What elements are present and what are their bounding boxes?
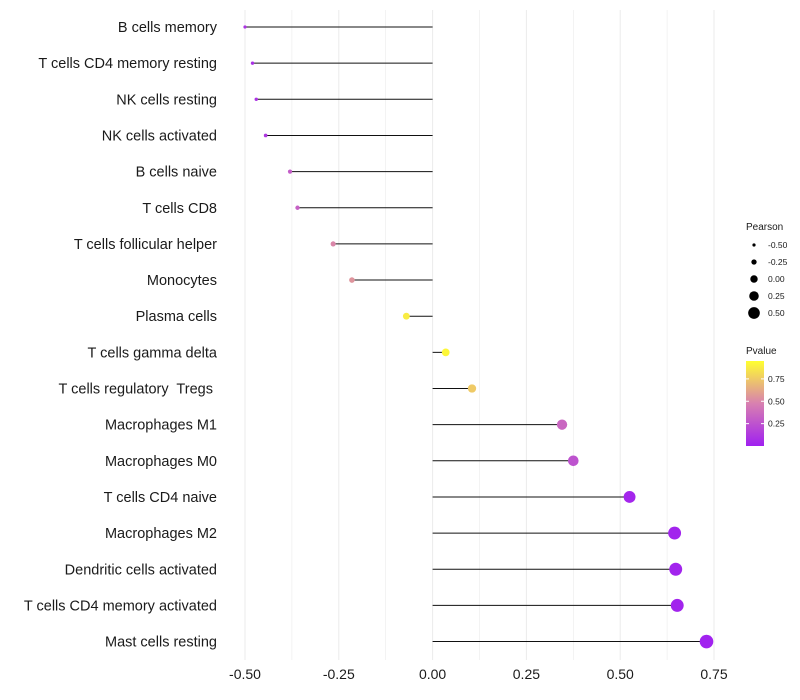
lollipop-point	[295, 205, 300, 210]
segment-layer	[245, 26, 707, 643]
category-label: Mast cells resting	[105, 635, 217, 651]
category-label: T cells CD8	[142, 201, 217, 217]
lollipop-point	[556, 419, 568, 430]
x-axis-ticks: -0.50 -0.25 0.00 0.25 0.50 0.75	[229, 666, 728, 682]
category-label: Macrophages M0	[105, 454, 217, 470]
lollipop-point	[669, 562, 683, 576]
lollipop-point	[287, 169, 293, 174]
color-legend-title: Pvalue	[746, 346, 777, 357]
lollipop-point	[568, 455, 579, 467]
size-legend-label: 0.00	[768, 274, 785, 284]
category-label: Macrophages M2	[105, 526, 217, 542]
category-label: T cells CD4 memory activated	[24, 598, 217, 614]
category-label: T cells CD4 naive	[104, 490, 217, 506]
category-labels: B cells memory T cells CD4 memory resting…	[24, 20, 218, 651]
lollipop-point	[670, 598, 684, 612]
size-legend-label: -0.50	[768, 240, 788, 250]
lollipop-point	[467, 384, 477, 393]
category-label: Plasma cells	[136, 309, 217, 325]
size-legend-label: 0.25	[768, 291, 785, 301]
x-tick-label: -0.50	[229, 666, 261, 682]
lollipop-point	[668, 526, 682, 540]
color-legend-label: 0.75	[768, 374, 785, 384]
lollipop-point	[441, 348, 450, 357]
category-label: Macrophages M1	[105, 418, 217, 434]
size-legend-key	[750, 275, 758, 283]
x-tick-label: 0.25	[513, 666, 540, 682]
lollipop-point	[623, 491, 636, 503]
size-legend-key	[751, 259, 757, 265]
category-label: NK cells resting	[116, 92, 217, 108]
category-label: B cells memory	[118, 20, 218, 36]
category-label: Monocytes	[147, 273, 217, 289]
size-legend-key	[752, 243, 756, 247]
category-label: T cells CD4 memory resting	[38, 56, 217, 72]
lollipop-point	[250, 61, 255, 65]
color-legend: Pvalue 0.75 0.50 0.25	[746, 346, 785, 446]
pvalue-colorbar	[746, 361, 764, 446]
x-tick-label: 0.00	[419, 666, 446, 682]
x-tick-label: 0.75	[700, 666, 727, 682]
category-label: T cells regulatory Tregs	[59, 382, 218, 398]
category-label: NK cells activated	[102, 128, 217, 144]
x-tick-label: 0.50	[607, 666, 634, 682]
color-legend-label: 0.25	[768, 419, 785, 429]
size-legend-label: 0.50	[768, 308, 785, 318]
lollipop-point	[243, 25, 247, 29]
size-legend: Pearson -0.50 -0.25 0.00 0.25 0.50	[746, 222, 788, 319]
size-legend-label: -0.25	[768, 257, 788, 267]
size-legend-title: Pearson	[746, 222, 783, 233]
category-label: Dendritic cells activated	[65, 562, 217, 578]
grid-layer	[244, 10, 715, 660]
size-legend-key	[748, 307, 760, 319]
lollipop-point	[330, 241, 336, 247]
category-label: B cells naive	[136, 165, 217, 181]
lollipop-point	[254, 97, 258, 102]
lollipop-point	[402, 312, 410, 320]
x-tick-label: -0.25	[323, 666, 355, 682]
lollipop-point	[699, 634, 714, 649]
size-legend-key	[749, 291, 759, 301]
color-legend-label: 0.50	[768, 396, 785, 406]
lollipop-point	[263, 133, 268, 138]
category-label: T cells gamma delta	[88, 345, 218, 361]
category-label: T cells follicular helper	[74, 237, 217, 253]
lollipop-point	[349, 277, 355, 283]
point-layer	[243, 25, 714, 649]
